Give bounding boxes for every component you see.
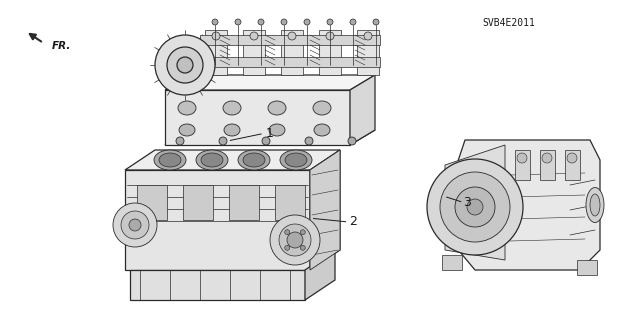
- Text: 3: 3: [463, 196, 470, 209]
- Polygon shape: [137, 185, 167, 220]
- Text: 1: 1: [266, 128, 273, 140]
- Circle shape: [305, 137, 313, 145]
- Polygon shape: [319, 30, 341, 75]
- Ellipse shape: [590, 194, 600, 216]
- Polygon shape: [200, 35, 380, 45]
- Circle shape: [129, 219, 141, 231]
- Ellipse shape: [280, 150, 312, 170]
- Polygon shape: [357, 30, 379, 75]
- Polygon shape: [125, 150, 340, 170]
- Polygon shape: [165, 130, 375, 145]
- Ellipse shape: [201, 153, 223, 167]
- Polygon shape: [205, 30, 227, 75]
- Circle shape: [364, 32, 372, 40]
- Circle shape: [542, 153, 552, 163]
- Polygon shape: [165, 75, 375, 90]
- Ellipse shape: [314, 124, 330, 136]
- Circle shape: [517, 153, 527, 163]
- Circle shape: [250, 32, 258, 40]
- Circle shape: [262, 137, 270, 145]
- Circle shape: [467, 199, 483, 215]
- Circle shape: [348, 137, 356, 145]
- Polygon shape: [305, 250, 335, 300]
- Circle shape: [167, 47, 203, 83]
- Polygon shape: [350, 75, 375, 145]
- Circle shape: [155, 35, 215, 95]
- Polygon shape: [229, 185, 259, 220]
- Polygon shape: [183, 185, 213, 220]
- Polygon shape: [130, 270, 305, 300]
- Circle shape: [300, 230, 305, 235]
- Polygon shape: [243, 30, 265, 75]
- Ellipse shape: [586, 188, 604, 222]
- Circle shape: [281, 19, 287, 25]
- Polygon shape: [515, 150, 530, 180]
- Circle shape: [440, 172, 510, 242]
- Ellipse shape: [154, 150, 186, 170]
- Circle shape: [212, 32, 220, 40]
- Polygon shape: [540, 150, 555, 180]
- Polygon shape: [275, 185, 305, 220]
- Circle shape: [121, 211, 149, 239]
- Circle shape: [176, 137, 184, 145]
- Polygon shape: [565, 150, 580, 180]
- Circle shape: [285, 245, 290, 250]
- Circle shape: [285, 230, 290, 235]
- Ellipse shape: [243, 153, 265, 167]
- Circle shape: [455, 187, 495, 227]
- Polygon shape: [165, 90, 350, 145]
- Ellipse shape: [224, 124, 240, 136]
- Circle shape: [177, 57, 193, 73]
- Circle shape: [287, 232, 303, 248]
- Polygon shape: [445, 145, 505, 260]
- Circle shape: [427, 159, 523, 255]
- Polygon shape: [125, 170, 310, 270]
- Ellipse shape: [159, 153, 181, 167]
- Text: FR.: FR.: [52, 41, 71, 51]
- Ellipse shape: [223, 101, 241, 115]
- Circle shape: [212, 19, 218, 25]
- Polygon shape: [445, 140, 600, 270]
- Circle shape: [327, 19, 333, 25]
- Polygon shape: [200, 57, 380, 67]
- Ellipse shape: [285, 153, 307, 167]
- Circle shape: [219, 137, 227, 145]
- Ellipse shape: [179, 124, 195, 136]
- Circle shape: [235, 19, 241, 25]
- Ellipse shape: [238, 150, 270, 170]
- Text: SVB4E2011: SVB4E2011: [483, 18, 535, 27]
- Circle shape: [113, 203, 157, 247]
- Polygon shape: [442, 255, 462, 270]
- Polygon shape: [577, 260, 597, 275]
- Polygon shape: [310, 150, 340, 270]
- Circle shape: [300, 245, 305, 250]
- Ellipse shape: [268, 101, 286, 115]
- Circle shape: [270, 215, 320, 265]
- Circle shape: [373, 19, 379, 25]
- Polygon shape: [281, 30, 303, 75]
- Text: 2: 2: [349, 215, 356, 228]
- Ellipse shape: [313, 101, 331, 115]
- Ellipse shape: [178, 101, 196, 115]
- Circle shape: [304, 19, 310, 25]
- Ellipse shape: [196, 150, 228, 170]
- Circle shape: [279, 224, 311, 256]
- Polygon shape: [310, 150, 340, 270]
- Circle shape: [567, 153, 577, 163]
- Circle shape: [288, 32, 296, 40]
- Circle shape: [326, 32, 334, 40]
- Circle shape: [350, 19, 356, 25]
- Ellipse shape: [269, 124, 285, 136]
- Circle shape: [258, 19, 264, 25]
